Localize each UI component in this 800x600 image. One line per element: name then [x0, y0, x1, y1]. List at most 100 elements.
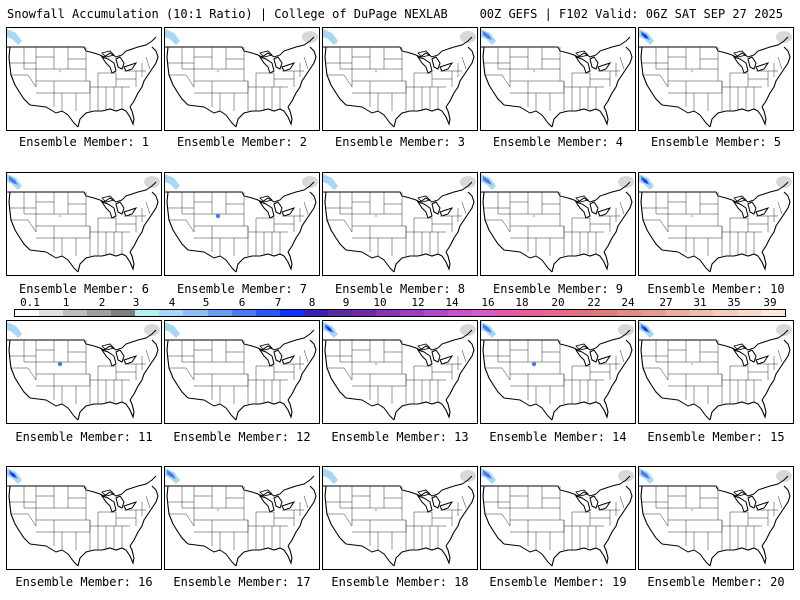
snow-colorado	[690, 69, 694, 73]
ensemble-map-6	[6, 172, 162, 276]
colorbar-labels: 0.1 1 2 3 4 5 6 7 8 9 10 12 14 16 18 20 22 24 27 31 35 39	[14, 296, 786, 309]
ensemble-map-20	[638, 466, 794, 570]
snow-northwest	[7, 174, 22, 190]
colorbar-swatch	[207, 310, 232, 316]
colorbar-swatch	[640, 310, 665, 316]
colorbar-swatch	[135, 310, 160, 316]
colorbar-swatch	[39, 310, 64, 316]
snow-colorado	[374, 69, 378, 73]
ensemble-member-label: Ensemble Member: 3	[334, 135, 466, 149]
colorbar-swatch	[183, 310, 208, 316]
colorbar-tick-label: 27	[659, 296, 673, 309]
us-map	[164, 172, 320, 276]
snow-colorado	[58, 214, 62, 218]
snow-colorado	[690, 508, 694, 512]
us-map	[6, 27, 162, 131]
ensemble-member-label: Ensemble Member: 6	[18, 282, 150, 296]
snow-colorado	[374, 508, 378, 512]
ensemble-member-label: Ensemble Member: 12	[173, 430, 311, 444]
colorbar-tick-label: 1	[62, 296, 70, 309]
colorbar-swatch	[760, 310, 785, 316]
us-map	[164, 320, 320, 424]
us-map	[164, 27, 320, 131]
colorbar-swatch	[664, 310, 689, 316]
colorbar-swatch	[496, 310, 521, 316]
us-map	[322, 27, 478, 131]
us-map	[638, 172, 794, 276]
ensemble-map-5	[638, 27, 794, 131]
map-title: Snowfall Accumulation (10:1 Ratio) | Col…	[7, 7, 448, 21]
ensemble-map-17	[164, 466, 320, 570]
colorbar-swatch	[400, 310, 425, 316]
snow-colorado	[532, 214, 536, 218]
snow-colorado	[58, 69, 62, 73]
colorbar-swatch	[472, 310, 497, 316]
colorbar-tick-label: 16	[481, 296, 495, 309]
snow-northeast	[618, 324, 634, 336]
snow-northeast	[776, 31, 792, 43]
snow-colorado	[216, 69, 220, 73]
snow-northwest	[481, 322, 496, 338]
colorbar-tick-label: 0.1	[20, 296, 40, 309]
colorbar-swatch	[63, 310, 88, 316]
snow-northwest	[323, 174, 338, 190]
snow-northwest	[639, 174, 654, 190]
colorbar-swatch	[592, 310, 617, 316]
colorbar-tick-label: 6	[238, 296, 246, 309]
snow-northeast	[460, 324, 476, 336]
snow-northwest	[323, 322, 338, 338]
colorbar-swatch	[736, 310, 761, 316]
snow-northeast	[618, 470, 634, 482]
snow-northeast	[460, 176, 476, 188]
ensemble-member-label: Ensemble Member: 19	[489, 575, 627, 589]
us-map	[6, 172, 162, 276]
snow-northwest	[639, 322, 654, 338]
ensemble-member-label: Ensemble Member: 10	[647, 282, 785, 296]
colorbar-swatch	[375, 310, 400, 316]
us-map	[322, 172, 478, 276]
ensemble-map-4	[480, 27, 636, 131]
us-map	[322, 466, 478, 570]
ensemble-member-label: Ensemble Member: 18	[331, 575, 469, 589]
colorbar-swatch	[351, 310, 376, 316]
ensemble-member-label: Ensemble Member: 13	[331, 430, 469, 444]
snow-colorado	[374, 362, 378, 366]
colorbar-tick-label: 3	[132, 296, 140, 309]
snow-colorado	[532, 69, 536, 73]
snow-northeast	[460, 31, 476, 43]
colorbar-swatch	[279, 310, 304, 316]
colorbar-tick-label: 9	[342, 296, 350, 309]
us-map	[638, 320, 794, 424]
ensemble-member-label: Ensemble Member: 4	[492, 135, 624, 149]
colorbar-tick-label: 10	[373, 296, 387, 309]
snow-northeast	[776, 470, 792, 482]
ensemble-member-label: Ensemble Member: 9	[492, 282, 624, 296]
colorbar-tick-label: 39	[763, 296, 777, 309]
ensemble-map-14	[480, 320, 636, 424]
ensemble-member-label: Ensemble Member: 17	[173, 575, 311, 589]
colorbar-tick-label: 22	[587, 296, 601, 309]
snow-northwest	[323, 468, 338, 484]
snow-colorado	[216, 508, 220, 512]
colorbar-swatch	[87, 310, 112, 316]
snow-colorado	[57, 361, 63, 367]
colorbar-tick-label: 4	[168, 296, 176, 309]
snow-northeast	[460, 470, 476, 482]
colorbar-swatch	[15, 310, 40, 316]
snow-northwest	[323, 29, 338, 45]
ensemble-map-3	[322, 27, 478, 131]
colorbar-swatch	[231, 310, 256, 316]
colorbar-tick-label: 20	[551, 296, 565, 309]
ensemble-map-10	[638, 172, 794, 276]
colorbar-tick-label: 7	[274, 296, 282, 309]
colorbar-tick-label: 2	[98, 296, 106, 309]
colorbar-tick-label: 5	[202, 296, 210, 309]
colorbar-tick-label: 31	[693, 296, 707, 309]
colorbar-tick-label: 18	[515, 296, 529, 309]
ensemble-map-7	[164, 172, 320, 276]
snow-northwest	[481, 29, 496, 45]
snow-northwest	[639, 29, 654, 45]
snow-northeast	[776, 324, 792, 336]
ensemble-map-13	[322, 320, 478, 424]
ensemble-map-1	[6, 27, 162, 131]
